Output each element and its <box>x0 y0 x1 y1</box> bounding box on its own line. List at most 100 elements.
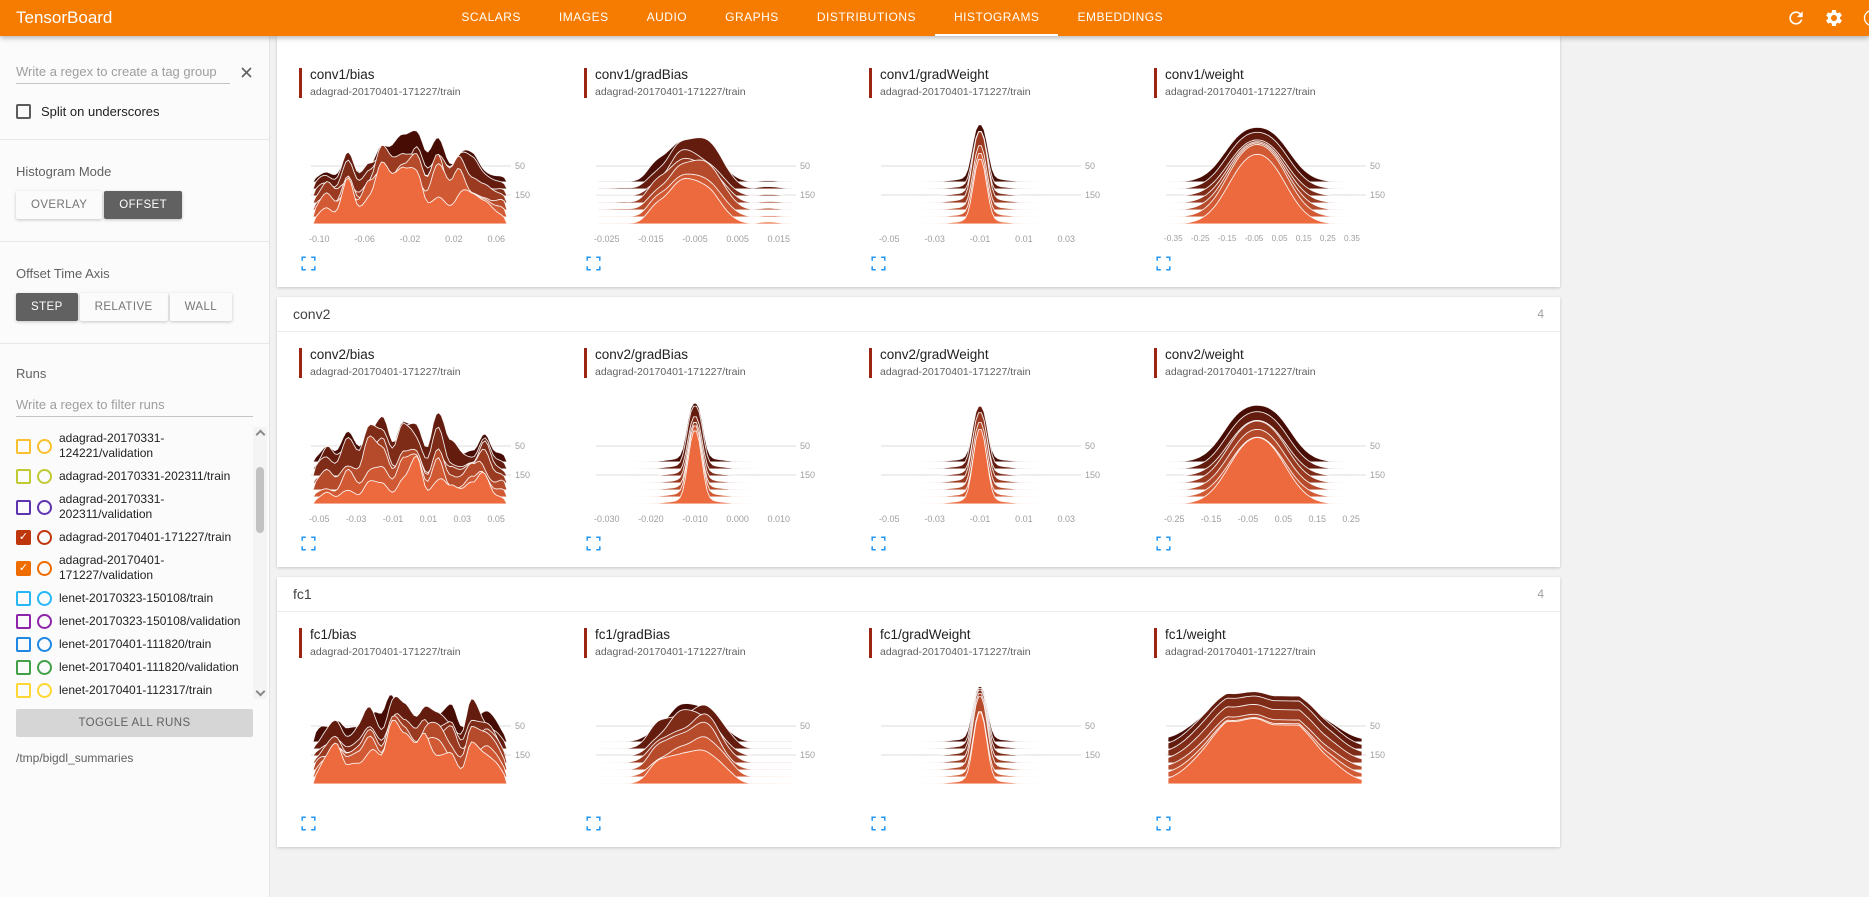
card-title: fc1/gradBias <box>595 626 671 642</box>
settings-icon[interactable] <box>1824 8 1844 28</box>
tick-label: -0.05 <box>1237 513 1259 524</box>
card-run-name: adagrad-20170401-171227/train <box>595 365 746 378</box>
tick-label: -0.05 <box>879 513 900 524</box>
expand-icon[interactable] <box>871 815 886 831</box>
tick-label: -0.01 <box>969 233 991 244</box>
tag-filter-input[interactable] <box>16 60 230 84</box>
run-radio[interactable] <box>37 614 52 629</box>
expand-icon[interactable] <box>586 536 601 551</box>
tab-images[interactable]: IMAGES <box>558 10 609 24</box>
run-checkbox[interactable]: ✓ <box>16 530 31 545</box>
run-radio[interactable] <box>37 591 52 606</box>
scroll-up-icon[interactable] <box>255 429 265 440</box>
tab-embeddings[interactable]: EMBEDDINGS <box>1077 10 1164 24</box>
tick-label: -0.05 <box>1244 233 1264 243</box>
expand-icon[interactable] <box>301 536 316 551</box>
expand-icon[interactable] <box>1156 536 1171 551</box>
run-row[interactable]: adagrad-20170331-202311/validation <box>16 488 253 526</box>
run-row[interactable]: lenet-20170401-111820/train <box>16 633 253 656</box>
runs-list: adagrad-20170331-124221/validation adagra… <box>16 427 253 699</box>
expand-icon[interactable] <box>1156 256 1171 271</box>
histogram-chart: 50 150 <box>596 702 815 784</box>
run-checkbox[interactable] <box>16 614 31 629</box>
card-title: conv1/weight <box>1165 67 1244 82</box>
run-radio[interactable] <box>37 560 52 576</box>
histogram-card: conv2/bias adagrad-20170401-171227/train 5… <box>287 344 572 557</box>
x-axis-ticks: -0.10 -0.06 -0.02 0.02 0.06 <box>309 234 505 246</box>
run-radio[interactable] <box>37 530 52 545</box>
toggle-all-runs-button[interactable]: TOGGLE ALL RUNS <box>16 709 253 737</box>
tick-label: 0.01 <box>1015 513 1033 524</box>
tick-label: 0.05 <box>1271 233 1288 243</box>
run-radio[interactable] <box>37 683 52 698</box>
expand-icon[interactable] <box>301 256 316 271</box>
run-row[interactable]: lenet-20170401-111820/validation <box>16 656 253 679</box>
tick-label: 0.015 <box>767 233 790 244</box>
expand-icon[interactable] <box>586 256 601 271</box>
tab-audio[interactable]: AUDIO <box>646 10 688 24</box>
runs-scrollbar[interactable] <box>253 427 267 699</box>
run-radio[interactable] <box>37 499 52 515</box>
run-checkbox[interactable] <box>16 637 31 652</box>
clear-icon[interactable] <box>240 66 253 79</box>
run-row[interactable]: adagrad-20170331-124221/validation <box>16 427 253 465</box>
run-checkbox[interactable] <box>16 499 31 515</box>
run-row[interactable]: lenet-20170323-150108/validation <box>16 610 253 633</box>
runs-filter-input[interactable] <box>16 393 253 417</box>
run-row[interactable]: lenet-20170401-112317/train <box>16 679 253 699</box>
svg-text:150: 150 <box>800 750 815 760</box>
offset-axis-step-button[interactable]: STEP <box>16 293 78 321</box>
run-checkbox[interactable] <box>16 660 31 675</box>
offset-axis-wall-button[interactable]: WALL <box>169 293 233 321</box>
split-underscores-checkbox[interactable]: Split on underscores <box>16 104 253 119</box>
histogram-mode-overlay-button[interactable]: OVERLAY <box>16 191 103 219</box>
tag-group-header[interactable]: fc1 4 <box>277 577 1560 612</box>
tick-label: 0.005 <box>726 233 749 244</box>
histogram-card: fc1/gradBias adagrad-20170401-171227/trai… <box>572 624 857 837</box>
scroll-down-icon[interactable] <box>255 686 265 697</box>
tick-label: -0.020 <box>638 513 664 524</box>
histogram-chart: 50 150 <box>596 402 815 505</box>
tick-label: 0.05 <box>1274 513 1293 524</box>
run-checkbox[interactable] <box>16 591 31 606</box>
tick-label: -0.25 <box>1164 513 1185 524</box>
run-checkbox[interactable] <box>16 438 31 454</box>
run-checkbox[interactable] <box>16 469 31 484</box>
tab-histograms[interactable]: HISTOGRAMS <box>934 0 1059 36</box>
run-row[interactable]: adagrad-20170331-202311/train <box>16 465 253 488</box>
histogram-chart: 50 150 <box>596 136 815 225</box>
svg-text:50: 50 <box>1370 721 1380 731</box>
run-radio[interactable] <box>37 469 52 484</box>
refresh-icon[interactable] <box>1786 8 1806 28</box>
tab-distributions[interactable]: DISTRIBUTIONS <box>816 10 916 24</box>
card-run-name: adagrad-20170401-171227/train <box>880 85 1031 98</box>
run-row[interactable]: lenet-20170323-150108/train <box>16 587 253 610</box>
svg-text:150: 150 <box>1370 190 1385 200</box>
tag-group-header[interactable]: conv2 4 <box>277 297 1560 332</box>
expand-icon[interactable] <box>301 815 316 831</box>
offset-axis-relative-button[interactable]: RELATIVE <box>79 293 168 321</box>
tick-label: 0.010 <box>767 513 790 524</box>
svg-text:150: 150 <box>800 470 815 480</box>
run-checkbox[interactable] <box>16 683 31 698</box>
help-icon[interactable]: ? <box>1862 8 1869 28</box>
expand-icon[interactable] <box>871 256 886 271</box>
run-checkbox[interactable]: ✓ <box>16 560 31 576</box>
histogram-card: conv1/weight adagrad-20170401-171227/trai… <box>1142 64 1427 277</box>
tab-graphs[interactable]: GRAPHS <box>725 10 779 24</box>
run-row[interactable]: ✓ adagrad-20170401-171227/validation <box>16 549 253 587</box>
run-radio[interactable] <box>37 438 52 454</box>
run-label: lenet-20170323-150108/train <box>59 591 214 605</box>
run-row[interactable]: ✓ adagrad-20170401-171227/train <box>16 526 253 549</box>
runs-label: Runs <box>16 366 47 381</box>
tab-scalars[interactable]: SCALARS <box>461 10 521 24</box>
expand-icon[interactable] <box>1156 815 1171 831</box>
histogram-mode-offset-button[interactable]: OFFSET <box>104 191 183 219</box>
run-color-marker <box>1154 347 1157 378</box>
run-radio[interactable] <box>37 637 52 652</box>
scrollbar-thumb[interactable] <box>256 467 264 533</box>
expand-icon[interactable] <box>586 815 601 831</box>
run-radio[interactable] <box>37 660 52 675</box>
expand-icon[interactable] <box>871 536 886 551</box>
histogram-chart: 50 150 <box>311 129 530 225</box>
